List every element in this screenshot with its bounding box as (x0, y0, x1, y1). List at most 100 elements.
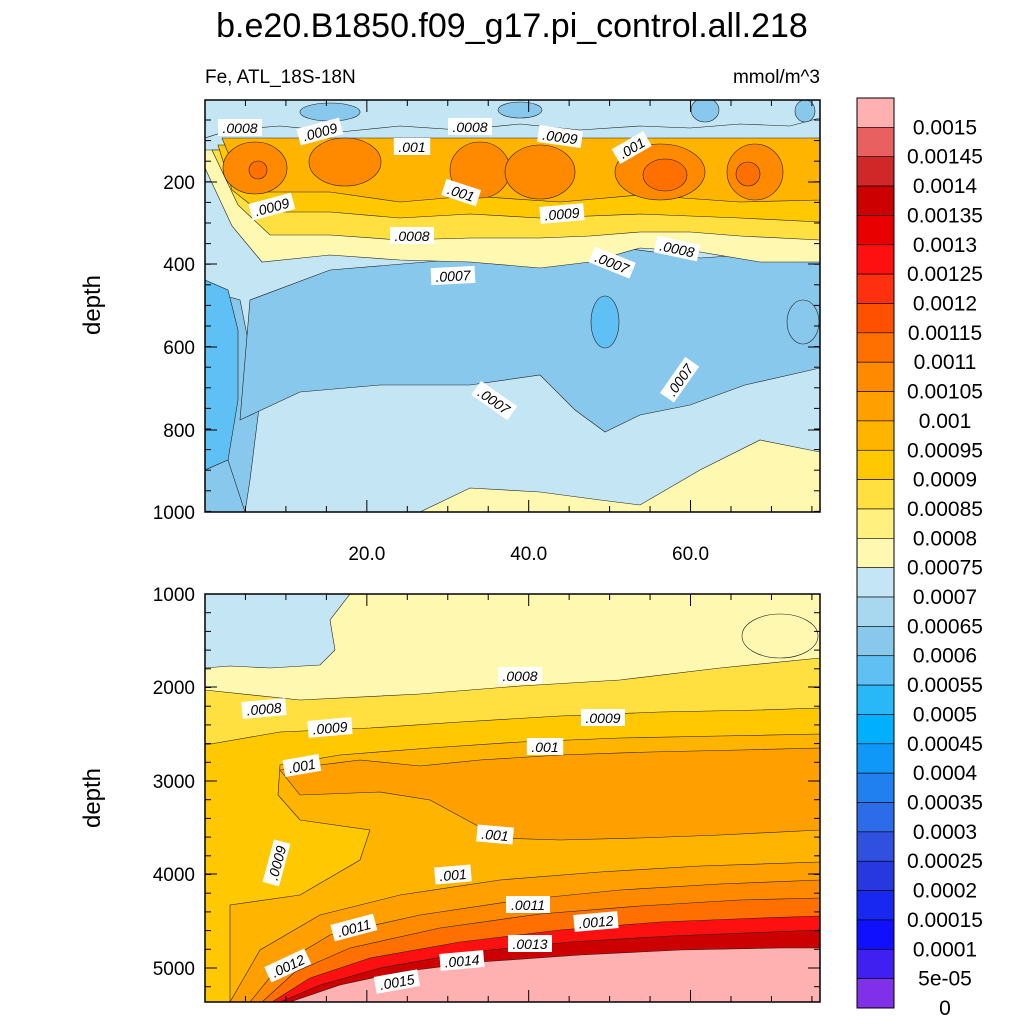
upper-contour-label-bg (653, 235, 701, 262)
colorbar-swatch (856, 156, 895, 187)
lower-contour-label: .0013 (508, 935, 552, 952)
lower-ytick-label: 1000 (153, 585, 195, 606)
upper-core-2 (308, 137, 382, 187)
upper-contour-label-bg (539, 203, 585, 224)
colorbar-label: 0.0015 (913, 116, 977, 139)
colorbar-swatch (856, 449, 895, 480)
upper-contour-label-bg (218, 119, 262, 136)
colorbar-swatch (856, 538, 895, 568)
upper-ytick-label: 800 (163, 421, 195, 442)
colorbar-label: 0.00045 (907, 733, 983, 756)
colorbar-swatch (856, 714, 895, 745)
lower-contour-label-text: .001 (531, 739, 558, 755)
lower-yellow-blob (741, 613, 819, 659)
colorbar-label: 0.0014 (913, 175, 978, 198)
lower-contour-label-text: .0014 (444, 951, 481, 970)
upper-contour-label: .0009 (539, 203, 585, 224)
colorbar-swatch (856, 655, 895, 686)
colorbar-label: 0.0013 (913, 234, 977, 257)
colorbar-swatch (856, 361, 895, 392)
colorbar-swatch (856, 567, 895, 598)
colorbar-label: 0.00035 (907, 792, 983, 815)
lower-contour-label-bg (526, 738, 564, 755)
upper-blue-sw (205, 459, 246, 512)
colorbar-swatch (856, 772, 895, 803)
lower-ytick-label: 5000 (153, 959, 195, 980)
colorbar-label: 0.0011 (914, 351, 977, 374)
colorbar-label: 0.00095 (907, 439, 983, 462)
colorbar-label: 0.00015 (907, 909, 983, 932)
colorbar-swatch (856, 332, 895, 363)
upper-ytick-label: 200 (163, 173, 195, 194)
lower-contour-label: .001 (476, 824, 514, 845)
colorbar-label: 0.00115 (908, 322, 982, 345)
upper-xtick-label: 40.0 (510, 544, 547, 565)
lower-pink (289, 947, 820, 1002)
lower-ytick-label: 4000 (153, 865, 195, 886)
upper-surface-blob-4 (794, 100, 816, 123)
upper-surface-blob-1 (299, 102, 361, 122)
colorbar-swatch (856, 596, 895, 627)
lower-contour-label-bg (241, 698, 287, 719)
colorbar-label: 0.0008 (913, 527, 977, 550)
lower-contour-label: .0009 (581, 709, 625, 726)
colorbar-swatch (856, 743, 895, 774)
lower-contour-label-bg (282, 753, 322, 778)
upper-contour-label-bg (393, 138, 431, 155)
lower-contour-label: .0011 (506, 896, 550, 913)
lower-contour-label-text: .0013 (512, 936, 547, 952)
lower-contour-label: .0009 (307, 717, 353, 738)
upper-ytick-label: 600 (163, 338, 195, 359)
lower-contour-label-text: .0009 (585, 710, 620, 726)
upper-contour-label: .0008 (218, 119, 262, 136)
lower-contour-label-bg (439, 950, 485, 971)
lower-contour-label-text: .001 (287, 756, 317, 776)
lower-ytick-label: 2000 (153, 678, 195, 699)
lower-contour-label-bg (264, 948, 312, 983)
lower-contour-label-text: .0011 (511, 897, 545, 913)
colorbar-swatch (856, 802, 895, 833)
upper-core-4 (504, 144, 576, 200)
upper-contour-label-bg (537, 125, 584, 148)
colorbar-label: 0.0007 (913, 586, 977, 609)
upper-blue-blob-e (786, 299, 820, 345)
upper-yellow-bottom (419, 439, 820, 512)
lower-contour-label: .0014 (439, 950, 485, 971)
lower-contour-label: .0015 (373, 969, 421, 994)
upper-contour-label-bg (588, 246, 636, 279)
upper-contour-label: .0007 (430, 265, 476, 286)
colorbar-label: 0 (939, 997, 951, 1020)
lower-contour-label-bg (573, 911, 619, 932)
colorbar-swatch (856, 831, 895, 862)
upper-contour-label: .001 (393, 138, 431, 155)
upper-contour-label: .0008 (390, 227, 434, 244)
colorbar-swatch (856, 919, 895, 950)
colorbar-swatch (856, 508, 895, 539)
colorbar-label: 0.0006 (913, 645, 977, 668)
lower-contour-label-bg (330, 913, 378, 942)
colorbar-label: 0.0003 (913, 821, 977, 844)
colorbar-label: 0.00105 (907, 381, 983, 404)
upper-contour-label-text: .0008 (222, 120, 257, 136)
lower-contour-label-text: .0012 (578, 912, 615, 931)
upper-surface-blob-3 (497, 101, 543, 119)
colorbar-label: 0.00025 (907, 850, 983, 873)
upper-ylabel: depth (79, 275, 106, 335)
lower-contour-label-bg (581, 709, 625, 726)
upper-core-1-inner (248, 160, 268, 180)
colorbar-swatch (856, 97, 895, 128)
upper-blue-deep (205, 279, 239, 471)
colorbar-swatch (856, 420, 895, 451)
lower-frame (204, 593, 821, 1003)
lower-contour-label-text: .001 (481, 826, 510, 844)
lower-contour-label-bg (434, 864, 472, 885)
lower-contour-label-text: .0008 (502, 668, 537, 684)
lower-contour-label: .0008 (498, 667, 542, 684)
colorbar-label: 0.0012 (913, 292, 977, 315)
upper-core-5-inner (642, 158, 688, 192)
lower-ylabel: depth (79, 768, 106, 828)
lower-contour-label: .0008 (241, 698, 287, 719)
upper-contour-label-text: .0008 (394, 228, 429, 244)
colorbar-label: 0.0001 (913, 938, 977, 961)
colorbar-label: 0.0004 (913, 762, 978, 785)
